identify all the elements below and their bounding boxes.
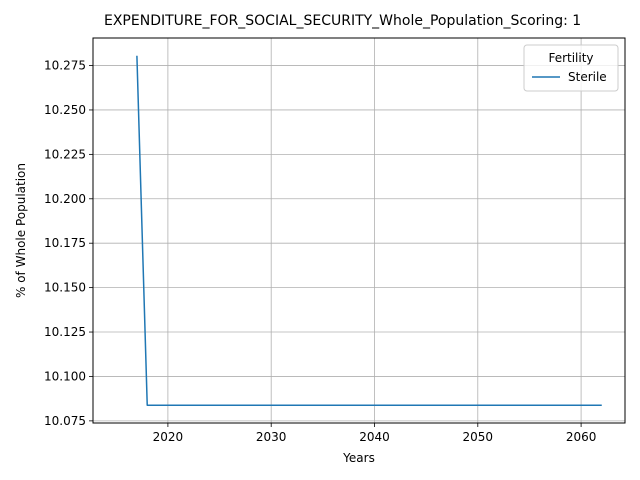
y-tick-label: 10.225 xyxy=(44,147,86,161)
y-tick-label: 10.250 xyxy=(44,103,86,117)
chart-title: EXPENDITURE_FOR_SOCIAL_SECURITY_Whole_Po… xyxy=(104,13,581,29)
grid xyxy=(93,38,625,423)
y-tick-label: 10.125 xyxy=(44,325,86,339)
x-axis-label: Years xyxy=(342,451,375,465)
y-tick-label: 10.175 xyxy=(44,236,86,250)
legend-box xyxy=(523,44,619,92)
legend-entry-sterile: Sterile xyxy=(568,70,607,84)
x-tick-label: 2060 xyxy=(566,430,597,444)
y-axis-label: % of Whole Population xyxy=(14,163,28,298)
legend-title: Fertility xyxy=(548,51,593,65)
legend: Fertility Sterile xyxy=(523,44,619,92)
x-tick-label: 2050 xyxy=(463,430,494,444)
series-line-sterile xyxy=(136,55,602,406)
y-tick-label: 10.275 xyxy=(44,59,86,73)
plot-frame xyxy=(92,37,626,424)
series-layer xyxy=(136,55,602,406)
y-tick-label: 10.150 xyxy=(44,281,86,295)
y-tick-label: 10.100 xyxy=(44,369,86,383)
x-tick-label: 2020 xyxy=(153,430,184,444)
y-tick-label: 10.075 xyxy=(44,414,86,428)
y-tick-label: 10.200 xyxy=(44,192,86,206)
x-axis-ticks: 2020 2030 2040 2050 2060 xyxy=(153,423,597,444)
x-tick-label: 2030 xyxy=(256,430,287,444)
y-axis-ticks: 10.075 10.100 10.125 10.150 10.175 10.200 10.2… xyxy=(44,59,93,428)
x-tick-label: 2040 xyxy=(359,430,390,444)
